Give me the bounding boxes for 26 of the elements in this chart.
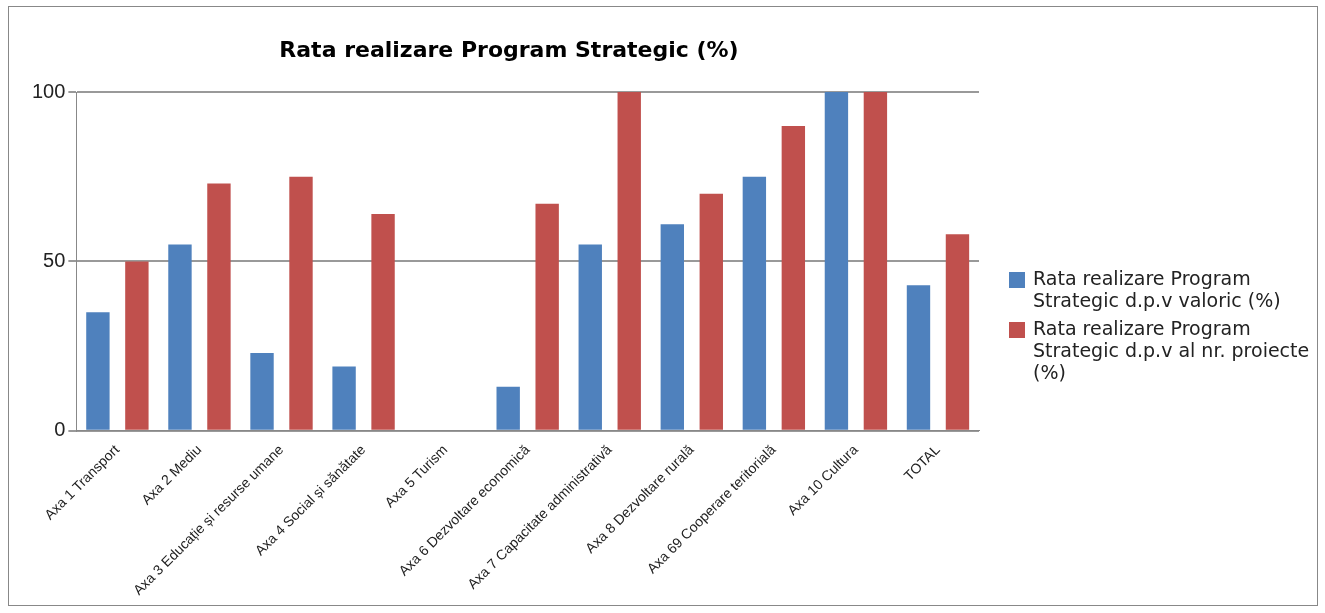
y-tick-label: 100 <box>31 79 66 102</box>
chart-title: Rata realizare Program Strategic (%) <box>278 37 740 62</box>
bar <box>617 92 641 430</box>
bar <box>824 92 849 430</box>
bar <box>945 234 970 430</box>
legend-label: Rata realizare Program Strategic d.p.v valoric (%) <box>1033 267 1282 311</box>
legend-label: Rata realizare Program Strategic d.p.v al nr. proiecte (%) <box>1033 317 1311 383</box>
bar <box>660 224 684 430</box>
bar <box>781 125 806 430</box>
bar <box>289 176 313 430</box>
bar <box>699 193 723 430</box>
bar <box>906 285 931 430</box>
bar <box>86 312 110 430</box>
bar <box>125 261 149 430</box>
bar <box>332 366 356 430</box>
bar <box>578 244 602 430</box>
bar <box>168 244 192 430</box>
bar <box>496 386 520 430</box>
bar <box>371 213 395 430</box>
bar <box>742 176 767 430</box>
y-tick-label: 0 <box>54 418 66 441</box>
bar <box>863 92 888 430</box>
bar <box>207 183 231 430</box>
y-tick-label: 50 <box>43 248 66 271</box>
bar <box>250 352 274 430</box>
bar <box>535 203 559 430</box>
